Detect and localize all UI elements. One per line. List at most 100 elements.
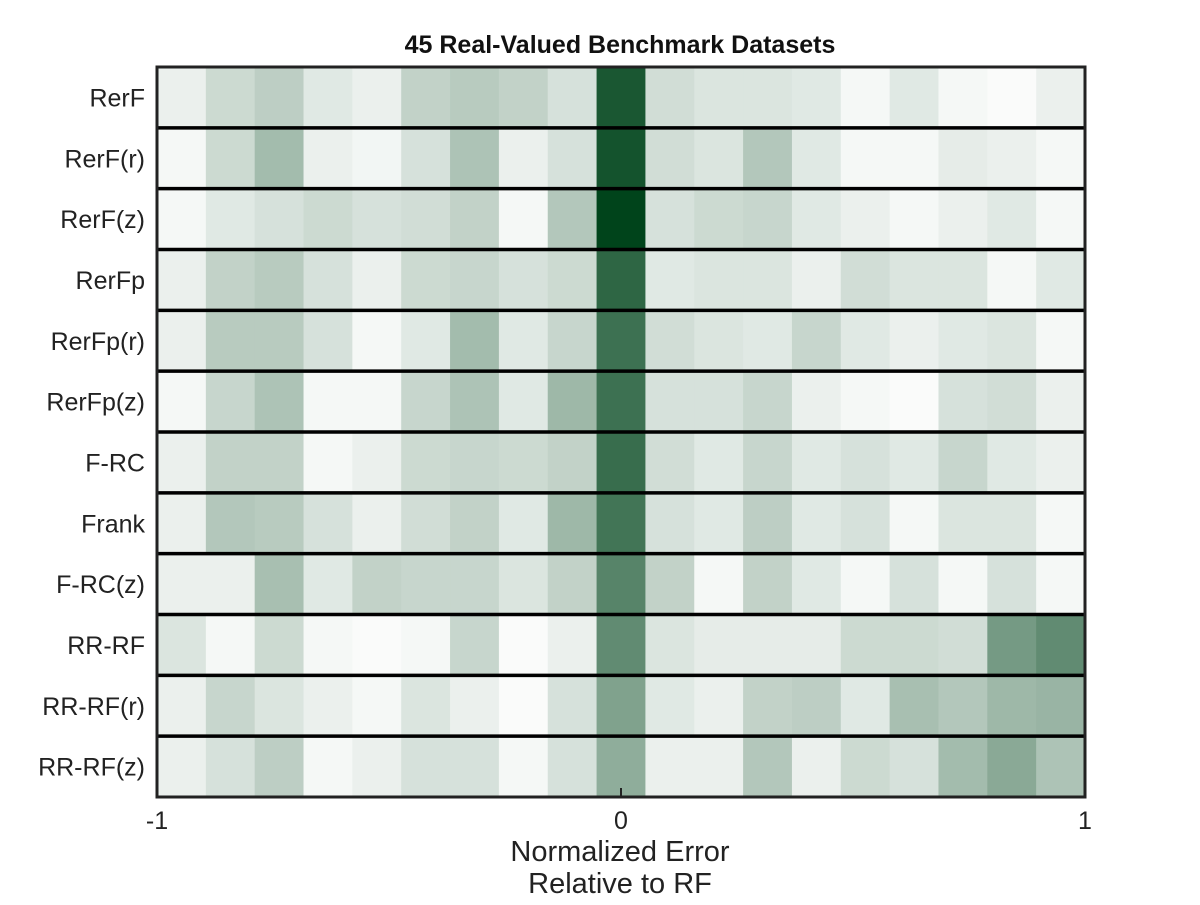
heatmap-cell [352,371,402,433]
heatmap-cell [840,67,891,129]
heatmap-cell [840,127,891,190]
heatmap-cell [205,127,256,190]
heatmap-cell [694,310,744,372]
heatmap-cell [694,736,744,798]
x-tick-label: 1 [1078,807,1092,835]
heatmap-cell [157,492,207,555]
row-labels: RerF RerF(r) RerF(z) RerFp RerFp(r) RerFp(z) F… [38,84,145,781]
heatmap-cell [498,432,549,494]
heatmap-cell [791,371,842,433]
heatmap-cell [205,492,256,555]
heatmap-cell [889,249,940,311]
heatmap-cell [596,736,647,798]
heatmap-cell [743,736,793,798]
x-axis-label-line1: Normalized Error [510,836,729,868]
heatmap-cell [1036,310,1086,372]
heatmap-cell [596,614,647,676]
heatmap-cell [743,249,793,311]
heatmap-cell [303,310,353,372]
heatmap-cell [450,492,500,555]
heatmap-cell [694,614,744,676]
heatmap-cell [303,249,353,311]
heatmap-cell [889,188,940,251]
heatmap-cell [498,310,549,372]
heatmap-cell [645,310,695,372]
heatmap-cell [157,614,207,676]
chart-title: 45 Real-Valued Benchmark Datasets [405,31,836,59]
heatmap-cell [450,249,500,311]
heatmap-cell [743,675,793,737]
row-label: RerFp [76,267,145,295]
heatmap-cell [450,127,500,190]
heatmap-cell [1036,249,1086,311]
heatmap-cell [987,492,1037,555]
heatmap-cell [596,127,647,190]
x-tick-label: -1 [146,807,168,835]
heatmap-cell [987,675,1037,737]
heatmap-cell [450,310,500,372]
heatmap-cell [401,492,451,555]
heatmap-cell [450,67,500,129]
heatmap-cell [205,371,256,433]
heatmap-cell [1036,492,1086,555]
heatmap-cell [987,736,1037,798]
heatmap-cell [205,736,256,798]
heatmap-cell [547,432,598,494]
heatmap-cell [157,432,207,494]
heatmap-cell [450,432,500,494]
row-label: RerFp(r) [51,328,145,356]
row-label: RerF(z) [60,206,145,234]
heatmap-cell [498,675,549,737]
heatmap-cell [157,310,207,372]
heatmap-cell [791,614,842,676]
heatmap-cell [352,67,402,129]
heatmap-cell [694,675,744,737]
heatmap-cell [401,188,451,251]
heatmap-cell [254,188,305,251]
heatmap-cell [1036,371,1086,433]
heatmap-cell [547,188,598,251]
heatmap-cell [352,736,402,798]
heatmap-cell [157,675,207,737]
heatmap-cell [157,188,207,251]
heatmap-cell [743,614,793,676]
heatmap-cell [157,127,207,190]
heatmap-cell [938,736,988,798]
heatmap-cell [694,492,744,555]
heatmap-cell [791,432,842,494]
heatmap-cell [254,249,305,311]
heatmap-cell [450,553,500,616]
heatmap-cell [303,127,353,190]
heatmap-cell [547,310,598,372]
heatmap-cell [694,432,744,494]
heatmap-cell [547,67,598,129]
heatmap-cell [352,432,402,494]
heatmap-cell [450,736,500,798]
heatmap-cell [645,736,695,798]
heatmap-cell [352,492,402,555]
heatmap-cell [645,371,695,433]
heatmap-cell [450,371,500,433]
heatmap-cell [645,492,695,555]
heatmap-cell [596,675,647,737]
heatmap-cell [791,736,842,798]
heatmap-cell [938,249,988,311]
heatmap-cell [889,675,940,737]
heatmap-cell [645,432,695,494]
heatmap-cell [694,67,744,129]
heatmap-cell [205,614,256,676]
heatmap-cell [938,675,988,737]
heatmap-cell [303,553,353,616]
heatmap-cell [596,371,647,433]
heatmap-cell [254,432,305,494]
heatmap-cell [401,310,451,372]
heatmap-cell [205,188,256,251]
heatmap-cell [889,553,940,616]
row-separators [157,126,1085,738]
heatmap-cell [694,371,744,433]
heatmap-cell [547,553,598,616]
heatmap-cell [743,371,793,433]
row-label: RerF(r) [64,145,145,173]
heatmap-cell [596,432,647,494]
